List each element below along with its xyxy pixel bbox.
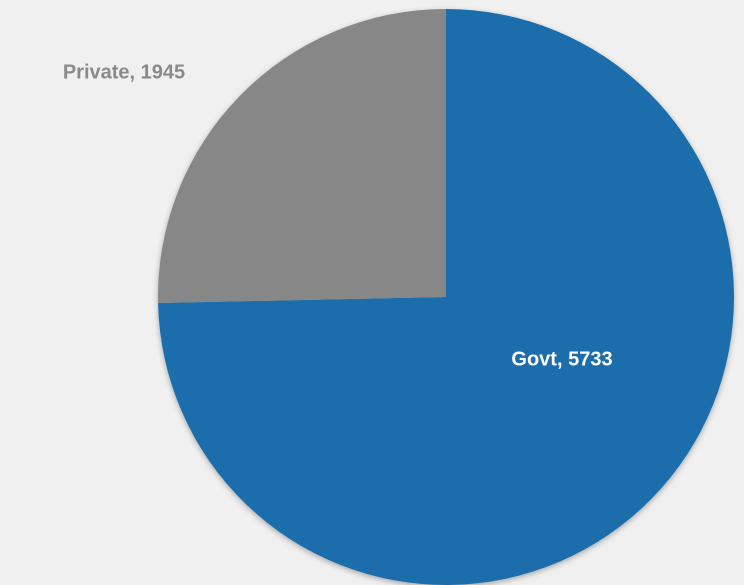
data-label: Private, 1945 bbox=[63, 61, 185, 83]
data-label: Govt, 5733 bbox=[511, 348, 612, 370]
pie-slice bbox=[158, 9, 446, 304]
pie bbox=[158, 9, 735, 585]
pie-slice bbox=[158, 9, 735, 585]
